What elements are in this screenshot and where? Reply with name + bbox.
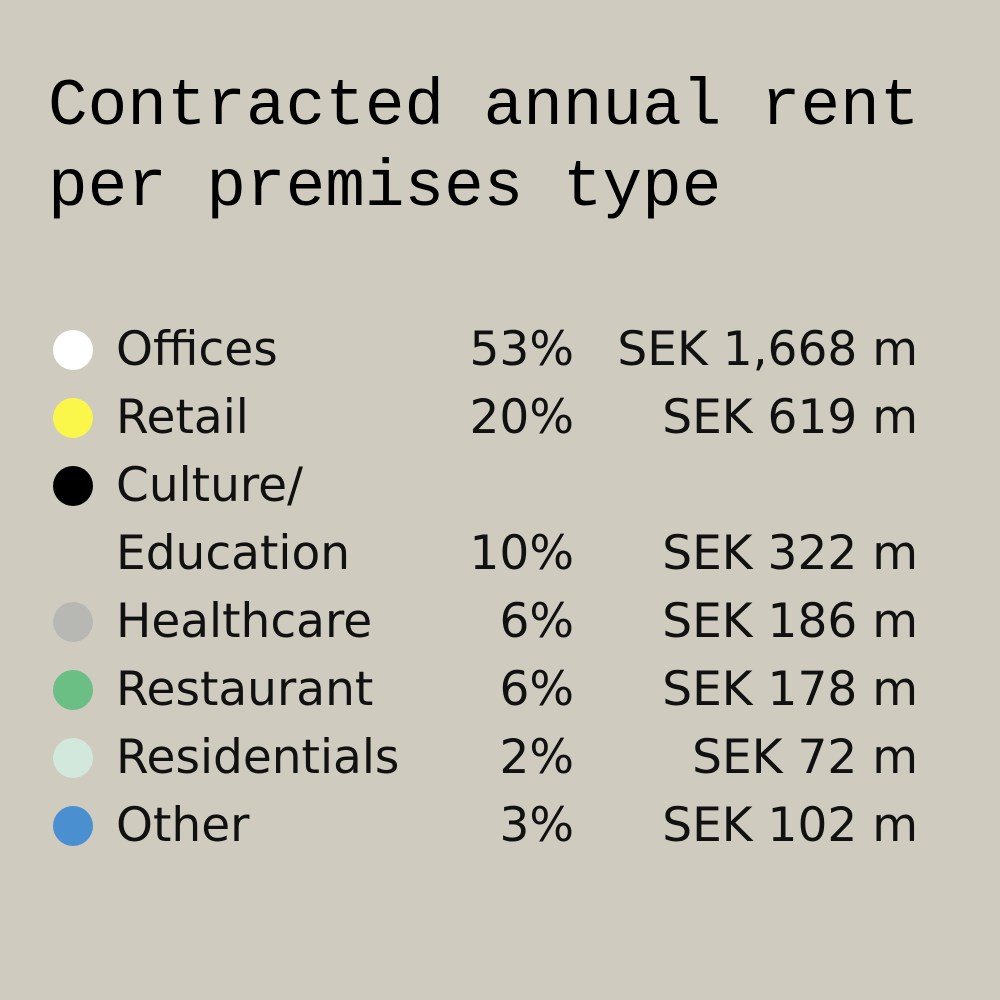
legend-label-line: Other — [116, 798, 250, 853]
legend-amount: SEK 186 m — [662, 594, 918, 649]
legend-row-retail: Retail 20% SEK 619 m — [0, 384, 1000, 452]
legend-label-line: Offices — [116, 322, 278, 377]
legend-swatch — [53, 466, 93, 506]
legend-row-restaurant: Restaurant 6% SEK 178 m — [0, 656, 1000, 724]
legend-label: Restaurant — [116, 656, 373, 724]
legend-percent: 53% — [469, 322, 574, 377]
legend-label-line: Healthcare — [116, 594, 373, 649]
chart-title: Contracted annual rent per premises type — [48, 66, 988, 228]
legend-label: Offices — [116, 316, 278, 384]
legend-percent: 3% — [499, 798, 574, 853]
legend-label: Retail — [116, 384, 249, 452]
legend-label: Culture/Education — [116, 452, 350, 581]
legend-percent: 6% — [499, 594, 574, 649]
legend-label: Residentials — [116, 724, 399, 792]
legend-swatch — [53, 398, 93, 438]
legend-swatch — [53, 670, 93, 710]
legend-amount: SEK 102 m — [662, 798, 918, 853]
legend-row-offices: Offices 53% SEK 1,668 m — [0, 316, 1000, 384]
legend-label-line: Education — [116, 526, 350, 581]
legend-percent: 20% — [469, 390, 574, 445]
legend-amount: SEK 322 m — [662, 526, 918, 581]
legend-label: Healthcare — [116, 588, 372, 656]
legend-amount: SEK 619 m — [662, 390, 918, 445]
legend-row-other: Other 3% SEK 102 m — [0, 792, 1000, 860]
legend-swatch — [53, 330, 93, 370]
legend-row-healthcare: Healthcare 6% SEK 186 m — [0, 588, 1000, 656]
legend-amount: SEK 178 m — [662, 662, 918, 717]
legend-percent: 6% — [499, 662, 574, 717]
legend-label-line: Restaurant — [116, 662, 374, 717]
legend-label-line: Culture/ — [116, 458, 303, 513]
legend-label-line: Residentials — [116, 730, 400, 785]
legend-swatch — [53, 738, 93, 778]
legend-swatch — [53, 806, 93, 846]
chart-title-line-2: per premises type — [48, 150, 722, 225]
legend-amount: SEK 1,668 m — [617, 322, 918, 377]
legend-row-culture-education: Culture/Education 10% SEK 322 m — [0, 452, 1000, 588]
legend-percent: 2% — [499, 730, 574, 785]
chart-title-line-1: Contracted annual rent — [48, 69, 920, 144]
legend-swatch — [53, 602, 93, 642]
legend-label: Other — [116, 792, 249, 860]
legend-amount: SEK 72 m — [692, 730, 918, 785]
legend-label-line: Retail — [116, 390, 249, 445]
legend-row-residentials: Residentials 2% SEK 72 m — [0, 724, 1000, 792]
legend-percent: 10% — [469, 526, 574, 581]
